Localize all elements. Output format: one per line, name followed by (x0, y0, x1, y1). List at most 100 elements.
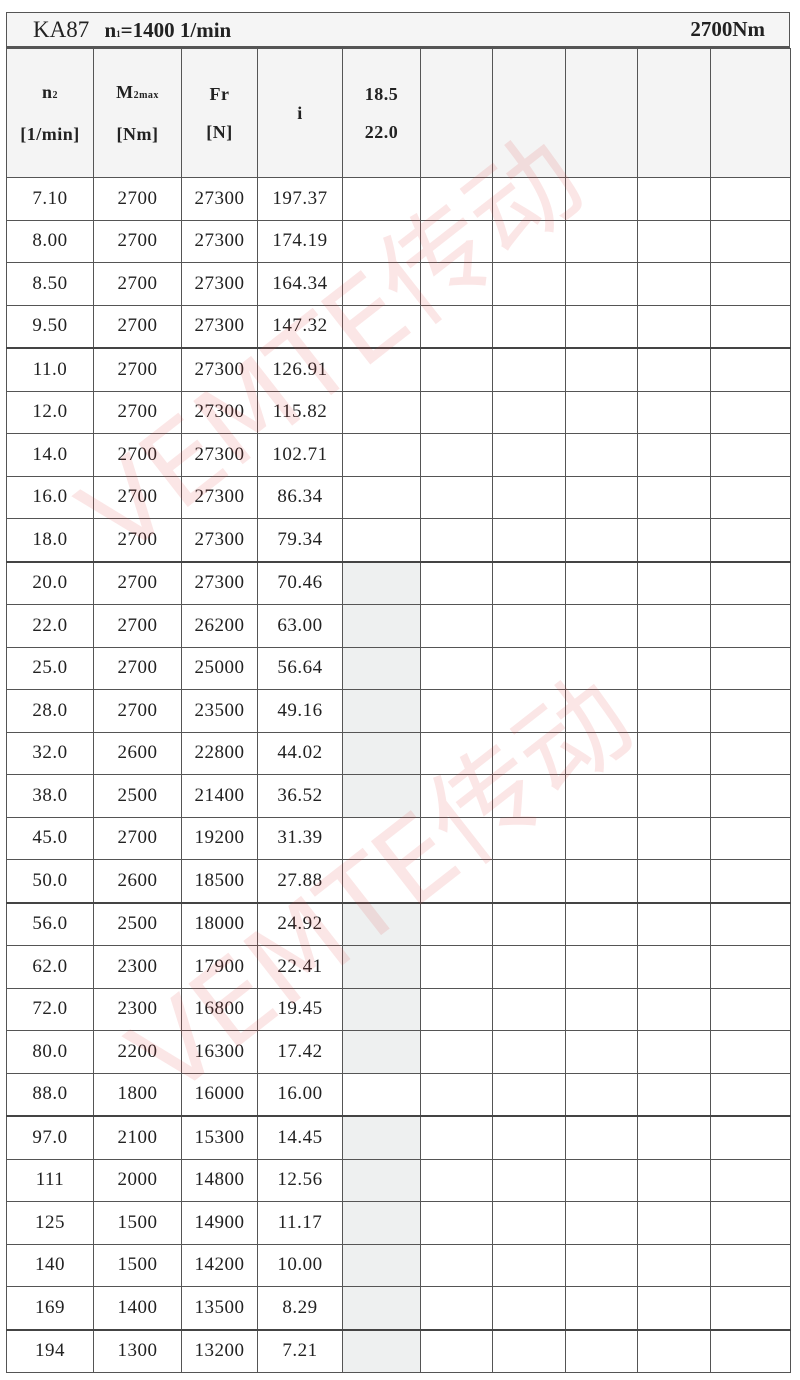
cell-n2: 111 (6, 1158, 94, 1202)
table-row: 7.10 2700 27300 197.37 (6, 177, 791, 221)
cell-fr: 16000 (181, 1072, 258, 1117)
cell-empty (637, 987, 711, 1031)
cell-n2: 56.0 (6, 901, 94, 946)
cell-power (342, 731, 421, 775)
cell-m2max: 2700 (93, 347, 182, 392)
cell-empty (637, 177, 711, 221)
n1-value: =1400 1/min (120, 17, 232, 42)
cell-i: 115.82 (257, 390, 343, 434)
table-row: 50.0 2600 18500 27.88 (6, 859, 791, 903)
cell-empty (420, 689, 493, 733)
table-row: 32.0 2600 22800 44.02 (6, 731, 791, 775)
cell-empty (637, 560, 711, 605)
cell-empty (420, 560, 493, 605)
cell-empty (565, 347, 638, 392)
cell-fr: 13200 (181, 1328, 258, 1373)
cell-power (342, 1072, 421, 1117)
cell-power (342, 945, 421, 989)
table-row: 194 1300 13200 7.21 (6, 1328, 791, 1373)
rated-torque: 2700Nm (690, 17, 765, 41)
cell-i: 36.52 (257, 774, 343, 818)
cell-fr: 19200 (181, 816, 258, 860)
cell-n2: 16.0 (6, 475, 94, 519)
table-row: 72.0 2300 16800 19.45 (6, 987, 791, 1031)
cell-fr: 21400 (181, 774, 258, 818)
cell-n2: 18.0 (6, 518, 94, 562)
cell-empty (565, 774, 638, 818)
table-row: 14.0 2700 27300 102.71 (6, 433, 791, 477)
cell-fr: 14200 (181, 1243, 258, 1287)
cell-n2: 20.0 (6, 560, 94, 605)
cell-n2: 8.50 (6, 262, 94, 306)
cell-n2: 8.00 (6, 219, 94, 263)
cell-empty (565, 475, 638, 519)
cell-i: 164.34 (257, 262, 343, 306)
cell-i: 31.39 (257, 816, 343, 860)
cell-power (342, 816, 421, 860)
cell-m2max: 2700 (93, 816, 182, 860)
cell-i: 7.21 (257, 1328, 343, 1373)
cell-empty (420, 219, 493, 263)
cell-fr: 27300 (181, 433, 258, 477)
cell-empty (492, 219, 566, 263)
cell-i: 17.42 (257, 1030, 343, 1074)
cell-empty (420, 177, 493, 221)
cell-power (342, 177, 421, 221)
cell-empty (565, 945, 638, 989)
cell-empty (637, 816, 711, 860)
cell-empty (492, 1286, 566, 1330)
cell-m2max: 2500 (93, 774, 182, 818)
cell-i: 197.37 (257, 177, 343, 221)
cell-empty (565, 604, 638, 648)
cell-empty (710, 1201, 791, 1245)
cell-m2max: 1800 (93, 1072, 182, 1117)
cell-n2: 22.0 (6, 604, 94, 648)
cell-fr: 15300 (181, 1115, 258, 1160)
cell-fr: 27300 (181, 262, 258, 306)
cell-empty (710, 433, 791, 477)
cell-i: 49.16 (257, 689, 343, 733)
cell-empty (565, 1286, 638, 1330)
cell-empty (492, 433, 566, 477)
cell-fr: 18000 (181, 901, 258, 946)
cell-n2: 38.0 (6, 774, 94, 818)
cell-power (342, 518, 421, 562)
cell-empty (420, 1201, 493, 1245)
input-speed: n1=1400 1/min (104, 18, 231, 42)
table-row: 80.0 2200 16300 17.42 (6, 1030, 791, 1074)
cell-fr: 18500 (181, 859, 258, 903)
table-row: 97.0 2100 15300 14.45 (6, 1115, 791, 1160)
cell-empty (637, 646, 711, 690)
cell-m2max: 2600 (93, 859, 182, 903)
cell-empty (637, 433, 711, 477)
cell-empty (492, 347, 566, 392)
cell-empty (492, 1115, 566, 1160)
cell-empty (710, 1328, 791, 1373)
cell-empty (492, 816, 566, 860)
cell-empty (492, 1201, 566, 1245)
cell-empty (637, 475, 711, 519)
cell-fr: 25000 (181, 646, 258, 690)
cell-i: 12.56 (257, 1158, 343, 1202)
header-empty (637, 48, 711, 178)
table-row: 88.0 1800 16000 16.00 (6, 1072, 791, 1117)
cell-empty (710, 475, 791, 519)
table-row: 56.0 2500 18000 24.92 (6, 901, 791, 946)
model-name: KA87 (33, 16, 90, 42)
cell-i: 14.45 (257, 1115, 343, 1160)
cell-fr: 27300 (181, 518, 258, 562)
header-empty (420, 48, 493, 178)
cell-empty (565, 304, 638, 349)
cell-empty (710, 262, 791, 306)
header-row: n2 [1/min] M2max [Nm] Fr [N] i 18.5 22.0 (6, 48, 791, 178)
cell-empty (710, 304, 791, 349)
cell-empty (420, 1158, 493, 1202)
cell-n2: 194 (6, 1328, 94, 1373)
cell-empty (565, 689, 638, 733)
cell-empty (492, 1030, 566, 1074)
cell-empty (565, 859, 638, 903)
cell-empty (420, 390, 493, 434)
cell-n2: 32.0 (6, 731, 94, 775)
cell-n2: 12.0 (6, 390, 94, 434)
cell-empty (565, 731, 638, 775)
